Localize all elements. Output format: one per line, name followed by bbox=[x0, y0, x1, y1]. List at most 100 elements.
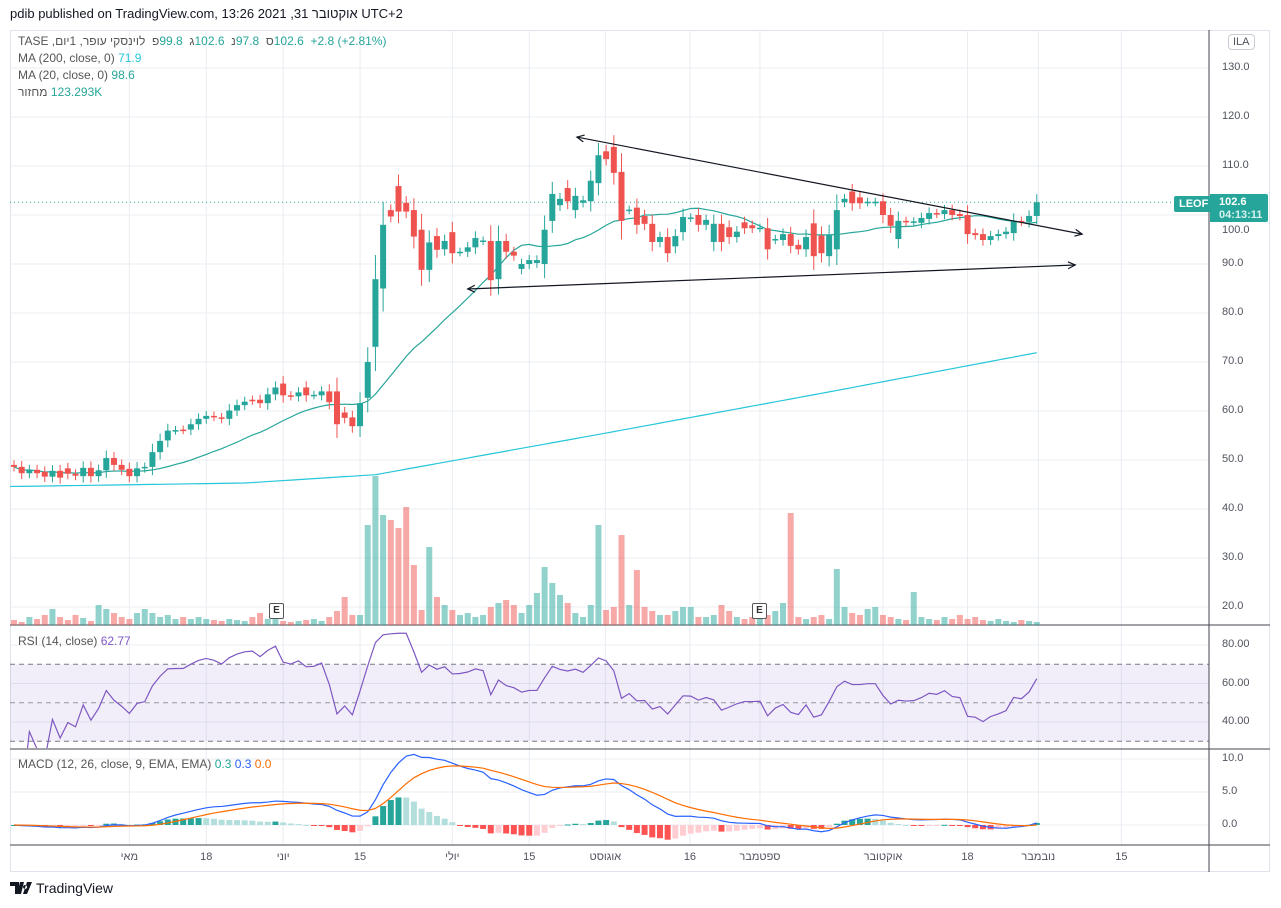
candle-body bbox=[879, 201, 886, 215]
macd-legend[interactable]: MACD (12, 26, close, 9, EMA, EMA) 0.3 0.… bbox=[18, 757, 272, 771]
time-tick-label: אוגוסט bbox=[589, 851, 622, 863]
volume-bar bbox=[126, 619, 133, 625]
price-tick-label: 20.0 bbox=[1222, 600, 1244, 612]
macd-hist-bar bbox=[556, 825, 563, 826]
currency-badge[interactable]: ILA bbox=[1228, 34, 1255, 50]
ma200-legend[interactable]: MA (200, close, 0) 71.9 bbox=[18, 51, 142, 65]
candle-body bbox=[818, 235, 825, 254]
volume-bar bbox=[34, 619, 41, 625]
candle bbox=[210, 411, 217, 422]
volume-bar bbox=[764, 615, 771, 625]
candle-body bbox=[433, 236, 440, 250]
candle bbox=[410, 198, 417, 249]
candle bbox=[780, 228, 786, 246]
candle-body bbox=[449, 232, 456, 254]
macd-hist-bar bbox=[1033, 822, 1040, 825]
volume-bar bbox=[310, 619, 317, 625]
candle-body bbox=[795, 244, 802, 250]
candle-body bbox=[964, 215, 971, 235]
candle bbox=[1003, 227, 1010, 239]
candle bbox=[926, 207, 933, 225]
tradingview-logo[interactable]: TradingView bbox=[10, 880, 113, 896]
candle bbox=[18, 461, 25, 480]
candle bbox=[695, 208, 702, 232]
candle-body bbox=[903, 220, 910, 223]
candle bbox=[718, 214, 725, 252]
candle-body bbox=[610, 146, 617, 173]
candle bbox=[1018, 216, 1025, 227]
ma20-legend[interactable]: MA (20, close, 0) 98.6 bbox=[18, 68, 135, 82]
earnings-marker[interactable]: E bbox=[268, 603, 284, 619]
candle-body bbox=[580, 200, 587, 203]
high-value: ג102.6 bbox=[189, 34, 225, 48]
price-tick-label: 100.0 bbox=[1222, 224, 1250, 236]
volume-bar bbox=[833, 569, 840, 625]
candle bbox=[795, 239, 802, 255]
candle bbox=[264, 387, 271, 410]
macd-hist-bar bbox=[526, 825, 533, 836]
candle-body bbox=[895, 220, 902, 240]
candle bbox=[26, 464, 33, 479]
candle bbox=[1033, 194, 1040, 225]
earnings-marker[interactable]: E bbox=[751, 603, 767, 619]
candle bbox=[180, 425, 187, 435]
time-tick-label: מאי bbox=[120, 851, 139, 863]
macd-hist-bar bbox=[457, 825, 464, 826]
candle bbox=[395, 174, 402, 224]
volume-bar bbox=[872, 607, 879, 625]
macd-hist-bar bbox=[872, 818, 879, 825]
candle bbox=[818, 226, 825, 263]
candle-body bbox=[1026, 215, 1033, 222]
candle-body bbox=[918, 217, 925, 223]
volume-bar bbox=[864, 609, 871, 625]
candle-body bbox=[310, 394, 317, 397]
candle-body bbox=[403, 202, 410, 212]
macd-hist-bar bbox=[741, 825, 748, 830]
candle bbox=[295, 387, 302, 402]
volume-bar bbox=[564, 603, 571, 625]
macd-hist-bar bbox=[241, 820, 248, 825]
candle-body bbox=[656, 237, 663, 242]
candle bbox=[57, 464, 64, 484]
macd-hist-bar bbox=[926, 825, 933, 826]
candle bbox=[672, 229, 679, 254]
candle-body bbox=[410, 210, 417, 237]
candle-body bbox=[472, 238, 479, 248]
price-tick-label: 110.0 bbox=[1222, 159, 1249, 171]
candle-body bbox=[872, 201, 879, 204]
low-value: נ97.8 bbox=[231, 34, 260, 48]
candle bbox=[49, 465, 56, 483]
rsi-legend[interactable]: RSI (14, close) 62.77 bbox=[18, 634, 131, 648]
candle-body bbox=[803, 237, 810, 250]
candle bbox=[556, 192, 563, 212]
candle bbox=[126, 462, 133, 483]
symbol-title[interactable]: לוינסקי עופר, 1יום, TASE bbox=[18, 34, 146, 48]
time-tick-label: 15 bbox=[523, 851, 536, 863]
macd-hist-bar bbox=[618, 825, 625, 828]
volume-bar bbox=[795, 617, 802, 625]
macd-hist-bar bbox=[503, 825, 510, 834]
volume-bar bbox=[987, 621, 994, 625]
arrow-head-icon bbox=[1074, 228, 1084, 237]
macd-hist-bar bbox=[879, 820, 886, 825]
macd-hist-bar bbox=[787, 825, 794, 829]
volume-bar bbox=[118, 617, 125, 625]
macd-hist-bar bbox=[733, 825, 740, 831]
candle bbox=[95, 464, 102, 482]
candle-body bbox=[157, 440, 164, 453]
candle bbox=[303, 381, 310, 402]
candle bbox=[272, 381, 279, 401]
candle-body bbox=[326, 391, 333, 403]
volume-legend[interactable]: מחזור 123.293K bbox=[18, 85, 103, 99]
candle-body bbox=[272, 387, 279, 395]
volume-bar bbox=[95, 605, 102, 625]
bar-countdown: 04:13:11 bbox=[1219, 209, 1263, 221]
macd-hist-bar bbox=[649, 825, 656, 838]
candle bbox=[41, 466, 48, 483]
volume-bar bbox=[280, 621, 287, 625]
candle bbox=[872, 197, 879, 207]
candle bbox=[933, 208, 940, 219]
candle-body bbox=[810, 223, 817, 257]
volume-bar bbox=[879, 615, 886, 625]
